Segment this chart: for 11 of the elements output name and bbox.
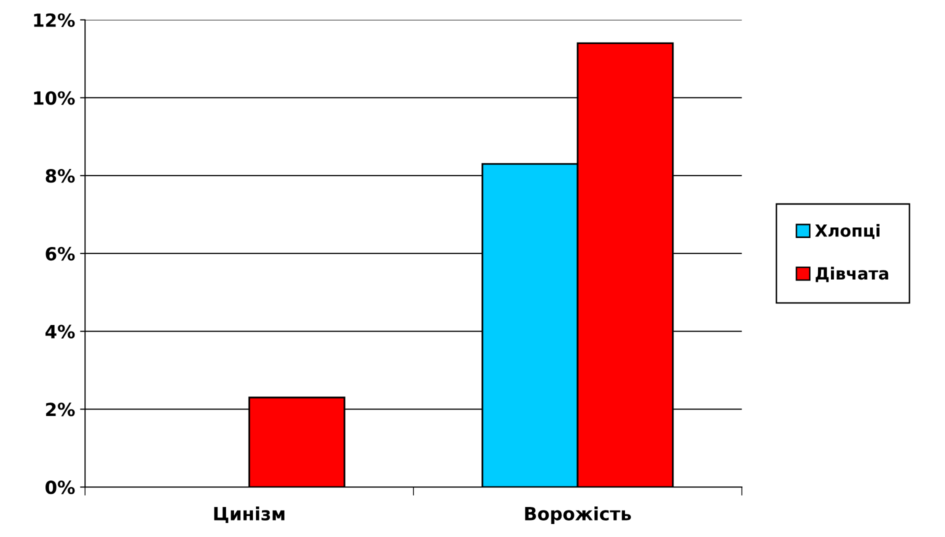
x-tick-label: Цинізм <box>214 506 284 524</box>
y-tick-label: 6% <box>46 246 75 261</box>
y-tick-label: 12% <box>34 13 75 27</box>
legend-label: Дівчата <box>816 266 888 282</box>
y-tick-label: 2% <box>46 402 75 416</box>
y-tick-label: 0% <box>46 480 75 494</box>
x-tick-label: Ворожість <box>525 506 631 524</box>
legend-label: Хлопці <box>815 224 880 239</box>
y-tick-label: 10% <box>34 91 75 105</box>
y-tick-label: 4% <box>45 324 75 338</box>
y-tick-label: 8% <box>46 169 75 183</box>
